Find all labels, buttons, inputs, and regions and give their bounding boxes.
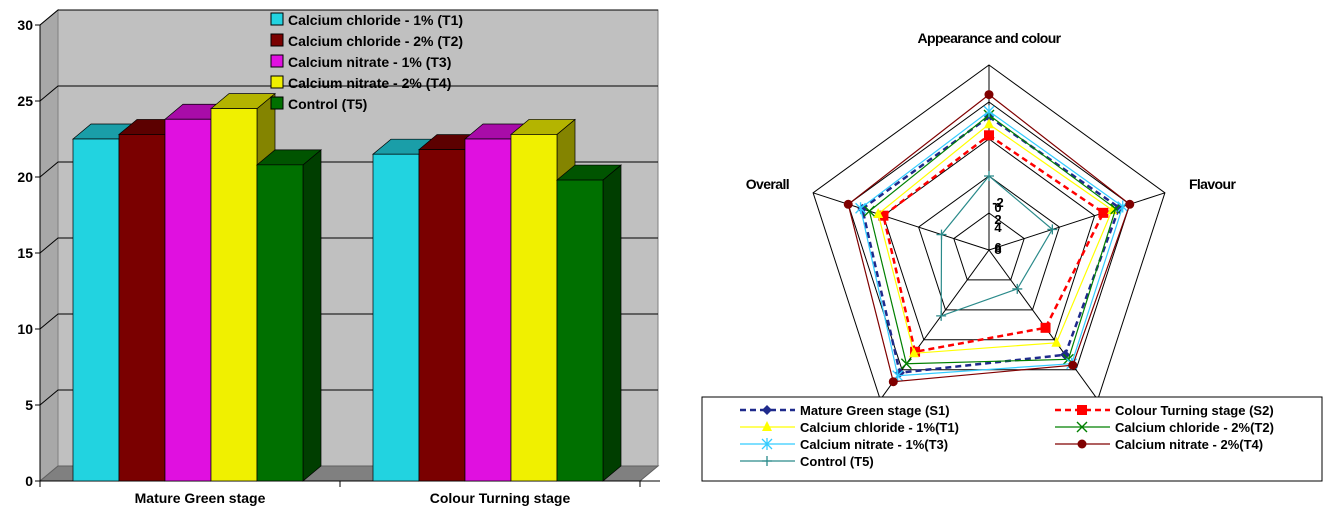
x-tick-label: Mature Green stage — [135, 490, 266, 506]
radar-chart: Appearance and colourFlavourTextureTaste… — [660, 0, 1325, 508]
bar-front — [419, 150, 465, 481]
radar-tick-label: 4 — [994, 220, 1002, 235]
legend-swatch — [271, 76, 283, 88]
legend-label: Colour Turning stage (S2) — [1115, 403, 1274, 418]
series-point — [1125, 200, 1134, 209]
bar-front — [373, 154, 419, 481]
series-point — [984, 130, 994, 140]
legend-swatch — [271, 55, 283, 67]
radar-axis-label: Flavour — [1189, 176, 1237, 192]
series-point — [1098, 208, 1108, 218]
radar-tick-label: 8 — [994, 242, 1001, 257]
bar-chart-panel: 0 5 10 15 20 25 30 Mature Green stage Colour Tur… — [0, 0, 660, 508]
bar-front — [257, 165, 303, 481]
y-tick-label: 15 — [17, 245, 33, 261]
series-point — [1041, 323, 1051, 333]
bar-front — [211, 109, 257, 481]
series-point — [889, 377, 898, 386]
legend-label: Control (T5) — [288, 96, 367, 112]
bar-front — [557, 180, 603, 481]
legend-label: Control (T5) — [800, 454, 874, 469]
bar-side — [603, 165, 621, 481]
legend-label: Calcium chloride - 2% (T2) — [288, 33, 463, 49]
series-line — [869, 115, 1115, 364]
bar-front — [465, 139, 511, 481]
legend-swatch — [271, 34, 283, 46]
bar-front — [511, 134, 557, 481]
series-point — [1077, 405, 1087, 415]
series-point — [1012, 284, 1022, 294]
legend-label: Calcium chloride - 2%(T2) — [1115, 420, 1274, 435]
radar-chart-panel: Appearance and colourFlavourTextureTaste… — [660, 0, 1325, 508]
x-tick-label: Colour Turning stage — [430, 490, 571, 506]
legend-label: Calcium chloride - 1% (T1) — [288, 12, 463, 28]
y-tick-label: 5 — [25, 397, 33, 413]
radar-spoke — [989, 193, 1165, 250]
legend-label: Mature Green stage (S1) — [800, 403, 950, 418]
bar-side — [303, 150, 321, 481]
legend-label: Calcium nitrate - 2% (T4) — [288, 75, 451, 91]
series-point — [1078, 440, 1087, 449]
radar-axis-label: Overall — [746, 176, 789, 192]
series-point — [1068, 361, 1077, 370]
legend-label: Calcium nitrate - 2%(T4) — [1115, 437, 1263, 452]
legend-label: Calcium nitrate - 1% (T3) — [288, 54, 451, 70]
y-tick-label: 0 — [25, 473, 33, 489]
bar — [257, 150, 321, 481]
series-point — [985, 90, 994, 99]
series-line — [878, 124, 1112, 353]
bar-chart: 0 5 10 15 20 25 30 Mature Green stage Colour Tur… — [0, 0, 660, 508]
legend-swatch — [271, 13, 283, 25]
bar-front — [165, 119, 211, 481]
y-tick-label: 25 — [17, 93, 33, 109]
legend-label: Calcium chloride - 1%(T1) — [800, 420, 959, 435]
bar-front — [119, 134, 165, 481]
radar-legend: Mature Green stage (S1) Colour Turning st… — [702, 397, 1322, 481]
series-point — [936, 311, 946, 321]
bar — [557, 165, 621, 481]
y-tick-label: 20 — [17, 169, 33, 185]
series-point — [844, 200, 853, 209]
bar-front — [73, 139, 119, 481]
y-tick-label: 30 — [17, 17, 33, 33]
legend-label: Calcium nitrate - 1%(T3) — [800, 437, 948, 452]
legend-swatch — [271, 97, 283, 109]
y-tick-label: 10 — [17, 321, 33, 337]
radar-axis-label: Appearance and colour — [918, 30, 1062, 46]
series-point — [864, 206, 874, 216]
